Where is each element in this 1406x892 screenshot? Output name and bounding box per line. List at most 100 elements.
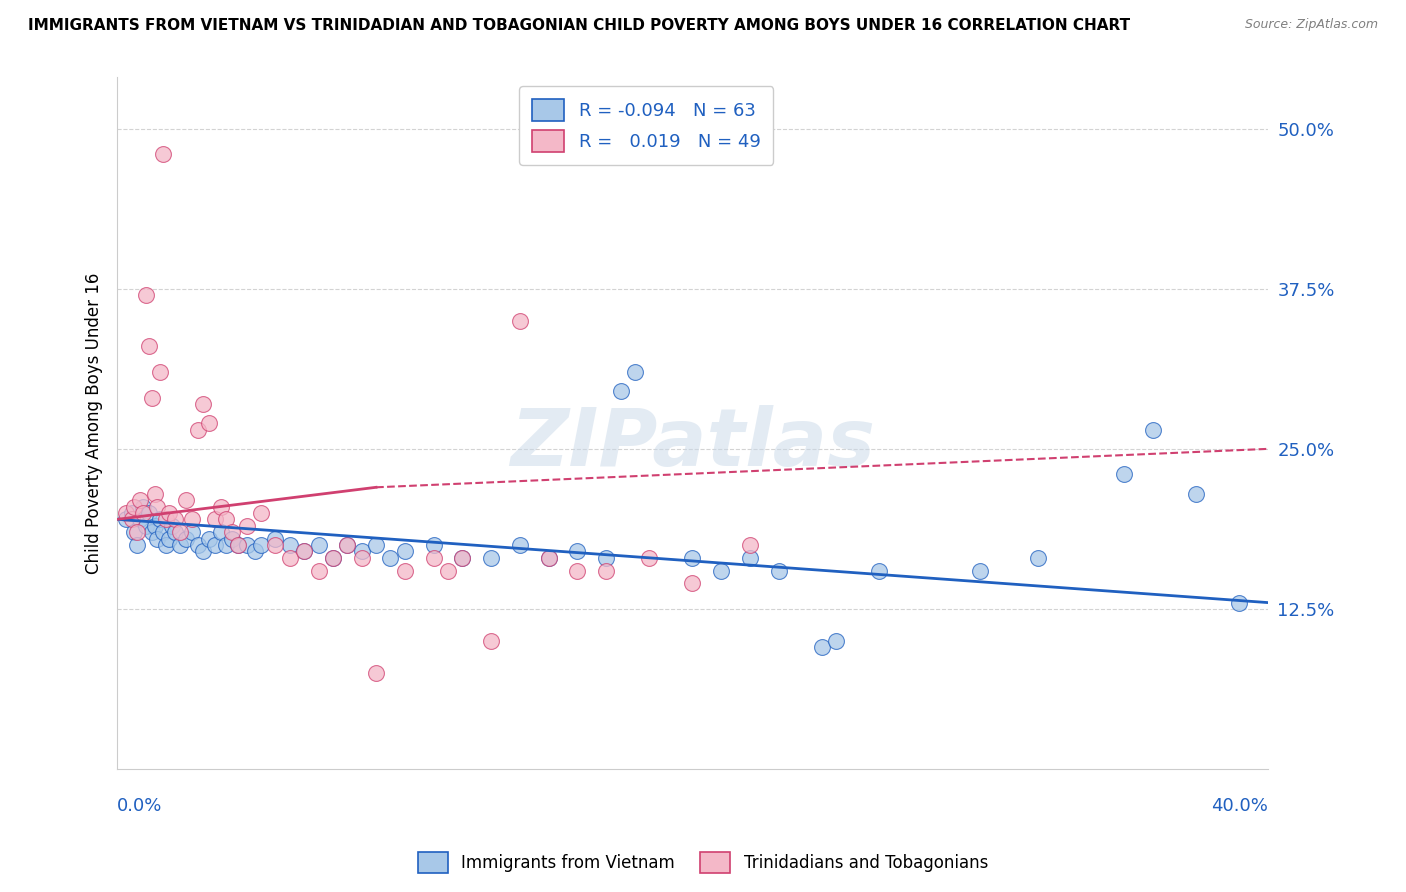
Point bbox=[149, 512, 172, 526]
Point bbox=[209, 525, 232, 540]
Point bbox=[380, 550, 402, 565]
Point bbox=[181, 512, 204, 526]
Point bbox=[204, 538, 226, 552]
Point bbox=[479, 634, 502, 648]
Point bbox=[209, 500, 232, 514]
Point bbox=[138, 506, 160, 520]
Point bbox=[738, 550, 761, 565]
Point bbox=[138, 339, 160, 353]
Point bbox=[129, 512, 152, 526]
Point bbox=[143, 486, 166, 500]
Point bbox=[215, 538, 238, 552]
Point bbox=[364, 538, 387, 552]
Point bbox=[264, 538, 287, 552]
Point bbox=[114, 506, 136, 520]
Point bbox=[155, 512, 177, 526]
Point bbox=[157, 506, 180, 520]
Point bbox=[638, 550, 661, 565]
Point bbox=[537, 550, 560, 565]
Point bbox=[1142, 423, 1164, 437]
Text: 40.0%: 40.0% bbox=[1211, 797, 1268, 814]
Point bbox=[624, 365, 647, 379]
Point bbox=[336, 538, 359, 552]
Point bbox=[322, 550, 344, 565]
Point bbox=[132, 500, 155, 514]
Point bbox=[308, 564, 330, 578]
Legend: R = -0.094   N = 63, R =   0.019   N = 49: R = -0.094 N = 63, R = 0.019 N = 49 bbox=[519, 87, 773, 165]
Point bbox=[221, 525, 243, 540]
Point bbox=[710, 564, 733, 578]
Point bbox=[394, 544, 416, 558]
Point bbox=[198, 417, 221, 431]
Point bbox=[278, 550, 301, 565]
Point bbox=[114, 512, 136, 526]
Point bbox=[155, 538, 177, 552]
Text: IMMIGRANTS FROM VIETNAM VS TRINIDADIAN AND TOBAGONIAN CHILD POVERTY AMONG BOYS U: IMMIGRANTS FROM VIETNAM VS TRINIDADIAN A… bbox=[28, 18, 1130, 33]
Point bbox=[135, 518, 157, 533]
Point bbox=[215, 512, 238, 526]
Point bbox=[204, 512, 226, 526]
Point bbox=[149, 365, 172, 379]
Point bbox=[567, 564, 589, 578]
Point bbox=[738, 538, 761, 552]
Point bbox=[595, 564, 617, 578]
Point bbox=[422, 550, 444, 565]
Point bbox=[350, 544, 373, 558]
Point bbox=[127, 538, 149, 552]
Point bbox=[174, 493, 197, 508]
Point bbox=[422, 538, 444, 552]
Text: Source: ZipAtlas.com: Source: ZipAtlas.com bbox=[1244, 18, 1378, 31]
Point bbox=[509, 314, 531, 328]
Point bbox=[160, 518, 183, 533]
Point bbox=[1184, 486, 1206, 500]
Point bbox=[595, 550, 617, 565]
Point bbox=[1227, 596, 1250, 610]
Point bbox=[451, 550, 474, 565]
Point bbox=[292, 544, 315, 558]
Point bbox=[132, 506, 155, 520]
Point bbox=[245, 544, 267, 558]
Point bbox=[141, 391, 163, 405]
Point bbox=[868, 564, 890, 578]
Point bbox=[187, 538, 209, 552]
Point bbox=[509, 538, 531, 552]
Point bbox=[350, 550, 373, 565]
Point bbox=[152, 147, 174, 161]
Point bbox=[811, 640, 834, 655]
Point bbox=[163, 512, 186, 526]
Point bbox=[1112, 467, 1135, 482]
Point bbox=[135, 288, 157, 302]
Point bbox=[157, 532, 180, 546]
Point bbox=[141, 525, 163, 540]
Point bbox=[250, 506, 273, 520]
Point bbox=[121, 506, 143, 520]
Point bbox=[169, 525, 191, 540]
Point bbox=[479, 550, 502, 565]
Point bbox=[198, 532, 221, 546]
Point bbox=[681, 576, 703, 591]
Point bbox=[193, 544, 215, 558]
Point bbox=[681, 550, 703, 565]
Point bbox=[537, 550, 560, 565]
Point bbox=[250, 538, 273, 552]
Point bbox=[308, 538, 330, 552]
Point bbox=[336, 538, 359, 552]
Point bbox=[187, 423, 209, 437]
Point bbox=[121, 512, 143, 526]
Text: 0.0%: 0.0% bbox=[117, 797, 163, 814]
Point bbox=[437, 564, 460, 578]
Point bbox=[278, 538, 301, 552]
Text: ZIPatlas: ZIPatlas bbox=[510, 405, 875, 483]
Point bbox=[163, 525, 186, 540]
Point bbox=[181, 525, 204, 540]
Point bbox=[193, 397, 215, 411]
Point bbox=[1026, 550, 1049, 565]
Point bbox=[226, 538, 249, 552]
Point bbox=[969, 564, 991, 578]
Point bbox=[768, 564, 790, 578]
Point bbox=[146, 500, 169, 514]
Legend: Immigrants from Vietnam, Trinidadians and Tobagonians: Immigrants from Vietnam, Trinidadians an… bbox=[412, 846, 994, 880]
Point bbox=[152, 525, 174, 540]
Point bbox=[292, 544, 315, 558]
Point bbox=[146, 532, 169, 546]
